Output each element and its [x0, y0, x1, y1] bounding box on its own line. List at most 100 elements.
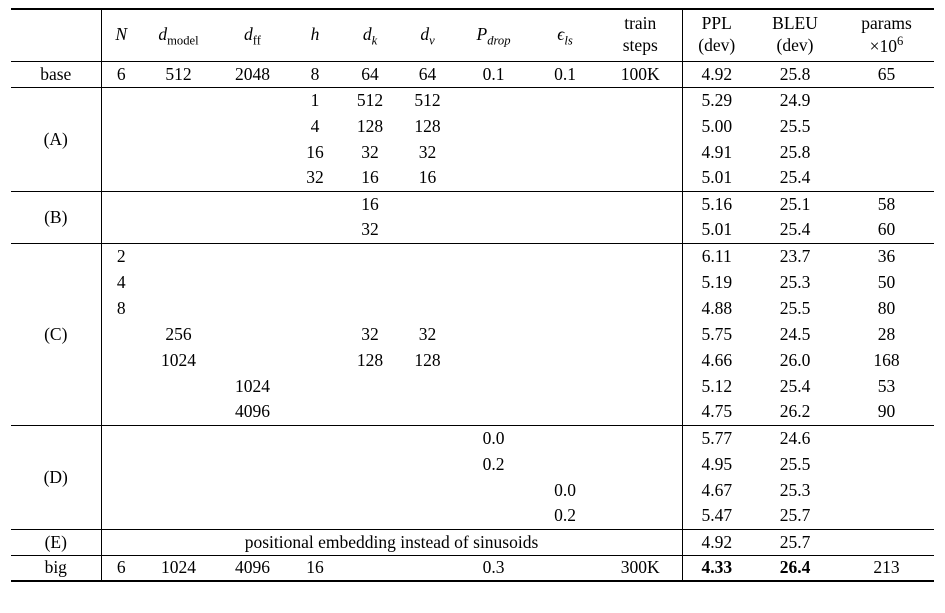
cell-steps [599, 321, 682, 347]
math-subscript: ls [564, 33, 573, 48]
cell-ppl: 5.01 [681, 165, 751, 191]
table-row: 8 4.88 25.5 80 [11, 295, 934, 321]
table-row: 4096 4.75 26.2 90 [11, 399, 934, 425]
cell-n: 6 [100, 61, 141, 87]
cell-params [839, 113, 934, 139]
math-symbol: d [362, 23, 372, 44]
header-dmodel: dmodel [141, 9, 216, 61]
cell-params: 168 [873, 349, 900, 370]
header-line2: ×106 [841, 35, 932, 58]
cell-dff: 4096 [235, 401, 270, 422]
group-a: (A) 1 512 512 5.29 24.9 4 128 128 5.00 25.5 16 32 32 4… [11, 87, 934, 191]
math-symbol: ϵ [557, 23, 565, 44]
cell-pdrop [456, 321, 531, 347]
header-N: N [100, 9, 141, 61]
cell-bleu: 25.8 [779, 141, 811, 162]
cell-bleu: 25.7 [779, 505, 811, 526]
cell-steps [599, 269, 682, 295]
cell-h [289, 451, 341, 477]
cell-params: 80 [877, 297, 896, 318]
cell-dv: 512 [414, 89, 441, 110]
header-line1: params [861, 12, 912, 33]
header-pdrop: Pdrop [456, 9, 531, 61]
cell-pdrop [456, 113, 531, 139]
cell-dv: 32 [418, 323, 437, 344]
cell-n: 8 [100, 295, 141, 321]
group-big: big 6 1024 4096 16 0.3 300K 4.33 26.4 213 [11, 555, 934, 581]
cell-dk [341, 503, 399, 529]
cell-h [289, 477, 341, 503]
cell-steps [599, 113, 682, 139]
cell-bleu: 24.5 [779, 323, 811, 344]
row-group-label: (A) [43, 128, 68, 149]
cell-params [839, 425, 934, 451]
header-line1: BLEU [772, 13, 818, 34]
cell-ppl: 5.77 [681, 425, 751, 451]
cell-dv [399, 555, 456, 581]
cell-steps [599, 451, 682, 477]
cell-h [289, 243, 341, 269]
cell-dk: 64 [361, 63, 379, 84]
cell-n [100, 399, 141, 425]
cell-dff: 4096 [235, 557, 270, 578]
cell-params: 213 [873, 557, 900, 578]
cell-ppl: 4.66 [681, 347, 751, 373]
cell-n [100, 113, 141, 139]
cell-steps [599, 477, 682, 503]
cell-n [100, 451, 141, 477]
math-subscript: drop [487, 33, 511, 48]
cell-dff [216, 269, 289, 295]
cell-dk: 128 [356, 349, 384, 370]
cell-dmodel [141, 243, 216, 269]
cell-pdrop: 0.2 [482, 453, 505, 474]
cell-steps [599, 165, 682, 191]
cell-bleu: 26.4 [779, 557, 811, 578]
cell-dmodel [141, 451, 216, 477]
header-bleu: BLEU (dev) [751, 9, 839, 61]
cell-dmodel [141, 425, 216, 451]
group-e: (E) positional embedding instead of sinus… [11, 529, 934, 555]
cell-n [100, 165, 141, 191]
cell-n [100, 191, 141, 217]
cell-h: 32 [306, 167, 324, 188]
cell-els [531, 399, 599, 425]
cell-steps [599, 399, 682, 425]
cell-dff: 2048 [235, 63, 270, 84]
row-group-label: (E) [44, 531, 67, 552]
cell-dmodel: 512 [165, 63, 192, 84]
math-subscript: model [167, 33, 199, 48]
cell-dv: 128 [414, 115, 441, 136]
cell-params: 36 [877, 245, 896, 266]
cell-els [531, 425, 599, 451]
cell-dv [399, 373, 456, 399]
header-line1: PPL [701, 13, 732, 34]
math-symbol: d [158, 23, 168, 44]
cell-n [100, 477, 141, 503]
cell-steps [599, 87, 682, 113]
cell-dmodel [141, 113, 216, 139]
table-row: 16 32 32 4.91 25.8 [11, 139, 934, 165]
cell-h: 16 [306, 141, 324, 162]
cell-dmodel [141, 399, 216, 425]
cell-dff [216, 425, 289, 451]
cell-bleu: 25.3 [779, 479, 811, 500]
cell-bleu: 24.9 [779, 89, 811, 110]
cell-steps [599, 347, 682, 373]
cell-ppl: 5.19 [681, 269, 751, 295]
cell-dv: 16 [418, 167, 437, 188]
cell-n [100, 217, 141, 243]
cell-params: 28 [877, 323, 896, 344]
cell-bleu: 25.5 [779, 297, 811, 318]
cell-dv: 128 [414, 349, 441, 370]
cell-steps [599, 191, 682, 217]
header-line2: (dev) [698, 35, 736, 56]
cell-n: 6 [100, 555, 141, 581]
cell-dmodel [141, 477, 216, 503]
cell-dk: 16 [361, 167, 379, 188]
cell-els [531, 165, 599, 191]
cell-bleu: 25.1 [779, 193, 811, 214]
cell-dff [216, 165, 289, 191]
cell-h [289, 321, 341, 347]
cell-dff [216, 295, 289, 321]
table-row: 32 5.01 25.4 60 [11, 217, 934, 243]
